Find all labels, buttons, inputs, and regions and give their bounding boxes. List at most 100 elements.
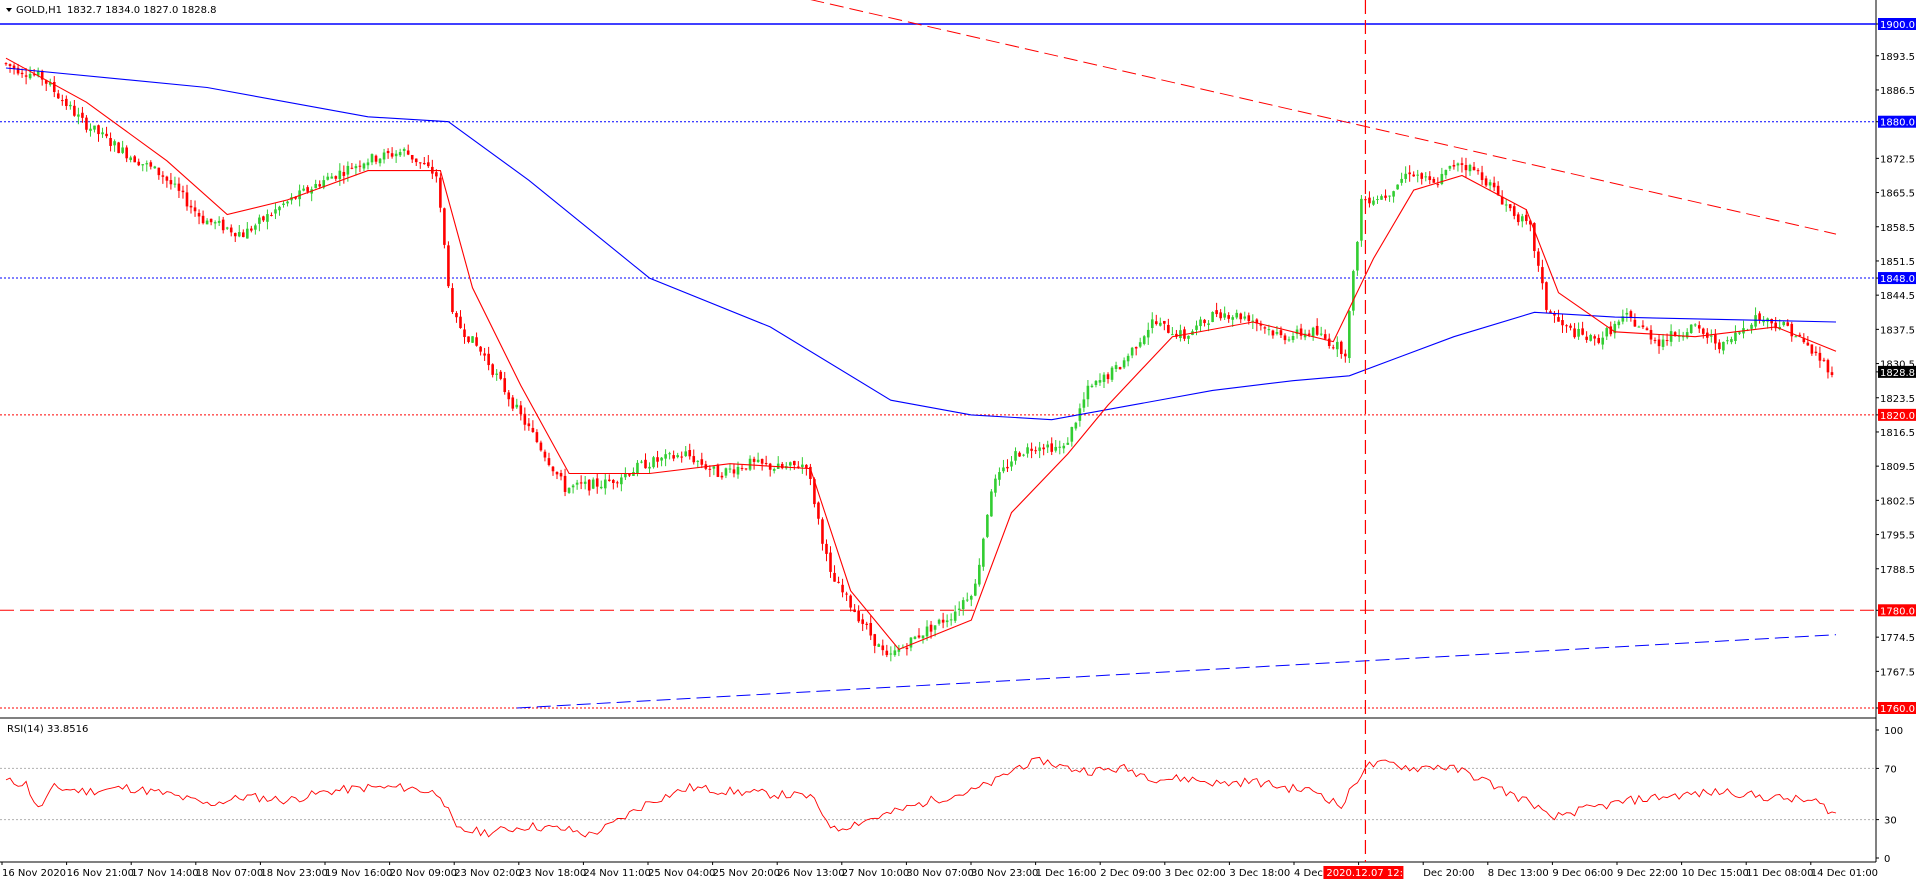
trendlines[interactable] [516, 0, 1837, 709]
candle [1508, 204, 1512, 212]
candle [829, 546, 832, 578]
price-tick-label: 1865.5 [1880, 189, 1915, 200]
candle [1822, 357, 1826, 362]
candle [1070, 426, 1074, 447]
candle [656, 450, 659, 468]
candle [1159, 317, 1162, 327]
candle [69, 101, 72, 110]
candle [117, 141, 120, 154]
candle [282, 200, 285, 208]
candle [1235, 309, 1239, 320]
candle [125, 145, 128, 163]
candle [1625, 308, 1629, 322]
price-tick-label: 1816.5 [1880, 428, 1915, 439]
candle [85, 115, 88, 133]
candle [189, 199, 193, 214]
time-tick-label: 17 Nov 14:00 [131, 868, 198, 879]
candle [632, 467, 635, 477]
rsi-tick-label: 100 [1884, 726, 1903, 737]
candle [1738, 331, 1741, 335]
chevron-down-icon[interactable] [6, 8, 12, 12]
candle [1034, 446, 1037, 455]
candle [652, 455, 655, 469]
candle [1464, 157, 1468, 178]
candle [56, 89, 60, 100]
candle [1002, 459, 1005, 474]
candle [378, 157, 382, 167]
candle [1545, 281, 1548, 314]
candle [1541, 259, 1544, 290]
candle [358, 160, 362, 173]
candle [801, 457, 804, 474]
candle [1010, 455, 1013, 471]
candle [382, 148, 386, 164]
candle [1171, 327, 1174, 336]
candle [157, 167, 161, 180]
candle [1726, 336, 1729, 345]
candle [1082, 392, 1086, 412]
candles [4, 62, 1834, 662]
candle [764, 455, 768, 467]
candle [435, 169, 438, 183]
candle [1516, 212, 1520, 226]
candle [780, 462, 784, 470]
candle [1573, 323, 1576, 339]
candle [318, 180, 322, 189]
trendline[interactable] [810, 0, 1837, 235]
candle [1062, 443, 1066, 454]
time-tick-label: 16 Nov 2020 [2, 868, 66, 879]
candle [768, 462, 772, 477]
candle [246, 222, 249, 239]
candle [1239, 312, 1243, 324]
time-tick-label: 18 Nov 23:00 [260, 868, 327, 879]
candle [1179, 324, 1182, 342]
candle [390, 147, 394, 159]
candle [185, 184, 189, 211]
candle [1094, 380, 1098, 388]
candle [873, 633, 877, 654]
candle [1058, 440, 1062, 455]
candle [1408, 165, 1411, 182]
candle [1665, 333, 1669, 346]
candle [105, 126, 108, 139]
candle [1118, 366, 1122, 370]
candle [145, 160, 149, 172]
candle [1126, 353, 1130, 367]
candle [1110, 366, 1114, 382]
price-levels[interactable] [0, 23, 1876, 709]
candle [1006, 459, 1009, 472]
candle [1388, 195, 1391, 202]
time-tick-label: 2 Dec 09:00 [1100, 868, 1161, 879]
candle [241, 229, 245, 238]
candle [350, 162, 354, 170]
candle [1352, 269, 1355, 316]
candle [1102, 372, 1106, 388]
candle [523, 407, 527, 431]
rsi-header: RSI(14) 33.8516 [7, 724, 88, 735]
candle [937, 618, 941, 626]
candle [668, 451, 671, 460]
price-tick-label: 1837.5 [1880, 325, 1915, 336]
candle [402, 147, 406, 157]
candle [793, 460, 796, 470]
candle [101, 127, 104, 138]
candle [153, 165, 157, 169]
candle [1187, 335, 1190, 345]
candle [262, 215, 265, 223]
candle [1376, 195, 1379, 204]
candle [917, 628, 921, 639]
candle [620, 474, 623, 492]
candle [724, 467, 728, 479]
candle [1512, 202, 1516, 220]
trendline[interactable] [516, 634, 1837, 709]
price-tick-label: 1774.5 [1880, 633, 1915, 644]
candle [24, 68, 28, 85]
candle [1649, 325, 1653, 345]
candle [511, 394, 515, 412]
candle [65, 95, 68, 110]
price-tick-label: 1858.5 [1880, 223, 1915, 234]
candle [455, 311, 458, 323]
candle [1122, 357, 1126, 370]
candle [1710, 329, 1713, 343]
